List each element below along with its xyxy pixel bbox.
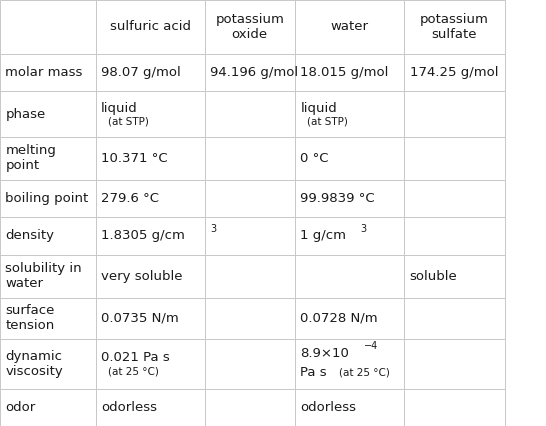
Bar (404, 54, 505, 92)
Text: water: water (330, 20, 369, 33)
Bar (295, 54, 404, 92)
Bar (404, 137, 505, 180)
Bar (404, 255, 505, 298)
Bar (0, 298, 96, 339)
Text: 99.9839 °C: 99.9839 °C (300, 192, 375, 205)
Bar (295, 255, 404, 298)
Bar (205, 54, 295, 92)
Bar (205, 0, 295, 54)
Bar (295, 180, 404, 217)
Bar (96, 0, 205, 54)
Bar (0, 137, 96, 180)
Bar (404, 180, 505, 217)
Text: (at 25 °C): (at 25 °C) (108, 367, 158, 377)
Bar (295, 0, 404, 54)
Text: 3: 3 (210, 224, 216, 234)
Text: 18.015 g/mol: 18.015 g/mol (300, 66, 389, 79)
Bar (404, 339, 505, 389)
Bar (295, 137, 404, 180)
Bar (205, 298, 295, 339)
Text: odor: odor (5, 401, 35, 414)
Text: surface
tension: surface tension (5, 304, 55, 332)
Bar (0, 255, 96, 298)
Bar (205, 255, 295, 298)
Text: (at STP): (at STP) (307, 117, 348, 127)
Bar (205, 137, 295, 180)
Text: density: density (5, 230, 55, 242)
Bar (96, 339, 205, 389)
Bar (96, 54, 205, 92)
Bar (404, 298, 505, 339)
Bar (0, 92, 96, 137)
Bar (0, 339, 96, 389)
Bar (96, 389, 205, 426)
Text: soluble: soluble (410, 270, 457, 283)
Bar (295, 298, 404, 339)
Bar (295, 92, 404, 137)
Text: 8.9×10: 8.9×10 (300, 347, 349, 360)
Text: 0.0728 N/m: 0.0728 N/m (300, 312, 378, 325)
Text: 0.0735 N/m: 0.0735 N/m (101, 312, 179, 325)
Bar (205, 389, 295, 426)
Bar (404, 92, 505, 137)
Text: 0.021 Pa s: 0.021 Pa s (101, 351, 170, 364)
Bar (295, 339, 404, 389)
Text: 174.25 g/mol: 174.25 g/mol (410, 66, 498, 79)
Text: potassium
sulfate: potassium sulfate (420, 13, 489, 41)
Text: 1.8305 g/cm: 1.8305 g/cm (101, 230, 185, 242)
Text: liquid: liquid (101, 102, 138, 115)
Bar (96, 180, 205, 217)
Bar (404, 0, 505, 54)
Text: sulfuric acid: sulfuric acid (110, 20, 191, 33)
Bar (404, 389, 505, 426)
Text: dynamic
viscosity: dynamic viscosity (5, 350, 63, 378)
Bar (96, 137, 205, 180)
Bar (205, 339, 295, 389)
Text: 279.6 °C: 279.6 °C (101, 192, 159, 205)
Text: −4: −4 (364, 341, 378, 351)
Text: 3: 3 (361, 224, 367, 234)
Text: very soluble: very soluble (101, 270, 182, 283)
Bar (0, 54, 96, 92)
Text: 0 °C: 0 °C (300, 152, 329, 165)
Bar (96, 298, 205, 339)
Bar (96, 217, 205, 255)
Text: 10.371 °C: 10.371 °C (101, 152, 168, 165)
Bar (205, 180, 295, 217)
Text: potassium
oxide: potassium oxide (215, 13, 284, 41)
Text: solubility in
water: solubility in water (5, 262, 82, 290)
Text: phase: phase (5, 108, 46, 121)
Bar (205, 217, 295, 255)
Text: 98.07 g/mol: 98.07 g/mol (101, 66, 181, 79)
Bar (96, 92, 205, 137)
Text: (at 25 °C): (at 25 °C) (339, 368, 390, 378)
Text: odorless: odorless (101, 401, 157, 414)
Text: 94.196 g/mol: 94.196 g/mol (210, 66, 298, 79)
Text: boiling point: boiling point (5, 192, 88, 205)
Text: odorless: odorless (300, 401, 357, 414)
Text: liquid: liquid (300, 102, 337, 115)
Bar (295, 389, 404, 426)
Bar (404, 217, 505, 255)
Bar (0, 0, 96, 54)
Bar (0, 217, 96, 255)
Bar (96, 255, 205, 298)
Text: (at STP): (at STP) (108, 117, 149, 127)
Bar (205, 92, 295, 137)
Bar (0, 389, 96, 426)
Bar (0, 180, 96, 217)
Text: Pa s: Pa s (300, 366, 327, 379)
Text: molar mass: molar mass (5, 66, 83, 79)
Text: melting
point: melting point (5, 144, 56, 173)
Text: 1 g/cm: 1 g/cm (300, 230, 346, 242)
Bar (295, 217, 404, 255)
